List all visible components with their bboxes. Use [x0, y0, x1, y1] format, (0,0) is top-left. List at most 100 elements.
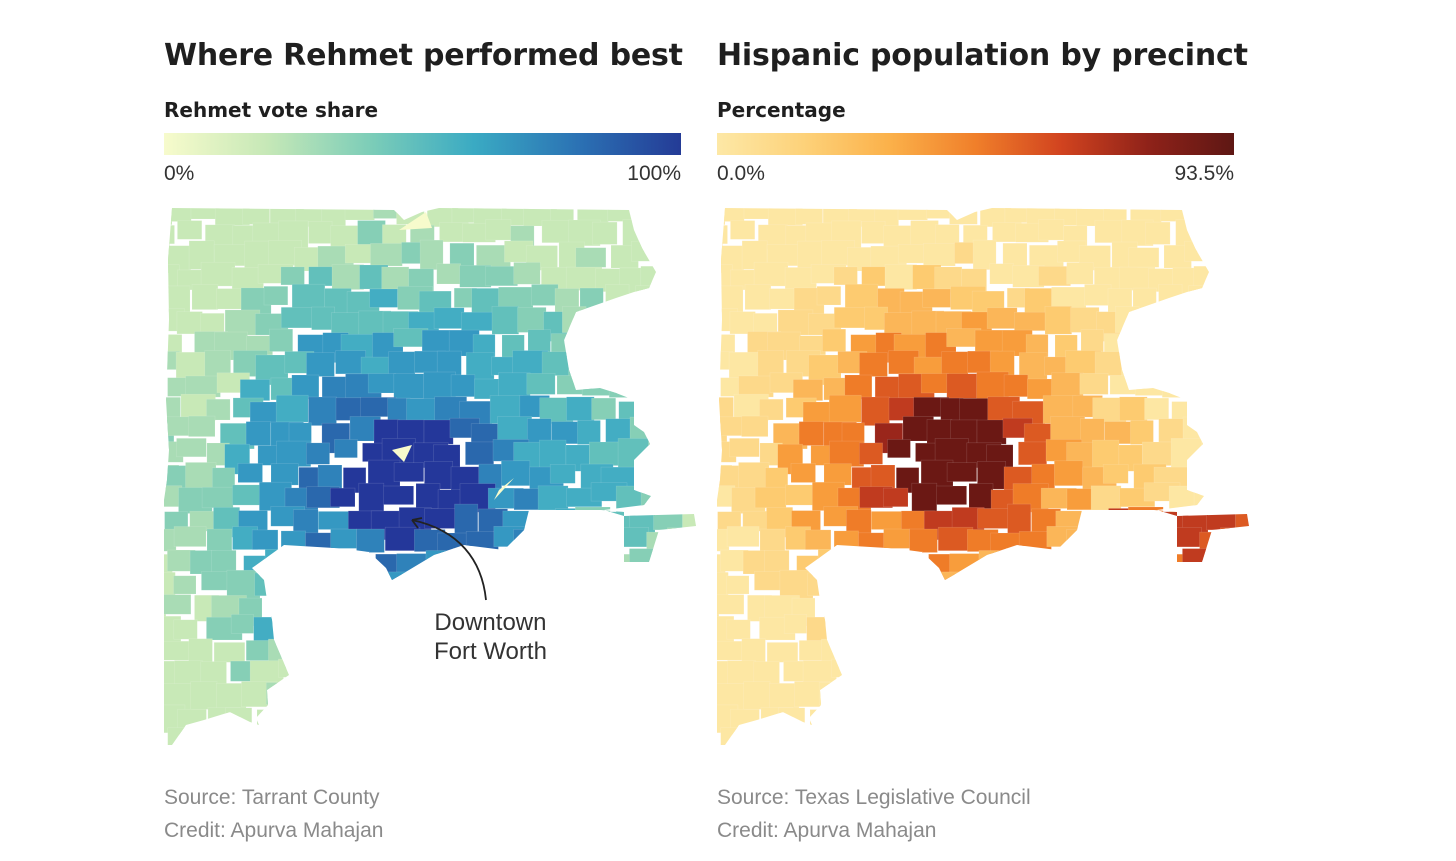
left-precinct — [513, 262, 541, 285]
left-precinct — [332, 746, 357, 765]
right-precinct — [1030, 637, 1063, 662]
left-legend-max-label: 100% — [627, 162, 681, 185]
right-precinct — [1038, 219, 1065, 241]
left-precinct — [188, 415, 216, 437]
left-precinct — [447, 680, 480, 711]
right-precinct — [730, 220, 756, 240]
left-precinct — [672, 702, 696, 726]
left-precinct — [173, 526, 207, 547]
right-precinct — [1221, 573, 1247, 601]
left-precinct — [682, 506, 696, 537]
left-precinct — [433, 307, 465, 329]
left-precinct — [622, 703, 660, 726]
right-precinct — [1273, 751, 1305, 773]
right-precinct — [1135, 331, 1162, 356]
right-precinct — [939, 703, 975, 735]
left-precinct — [192, 725, 218, 745]
right-precinct — [1038, 266, 1071, 287]
right-precinct — [1205, 598, 1233, 621]
right-precinct — [1206, 333, 1233, 353]
left-precinct — [396, 553, 427, 579]
right-precinct — [888, 660, 921, 684]
right-precinct — [1259, 244, 1290, 263]
right-precinct — [1275, 352, 1303, 372]
left-precinct — [134, 732, 162, 751]
right-precinct — [1068, 705, 1105, 734]
left-precinct — [381, 571, 409, 601]
right-precinct — [1012, 615, 1039, 644]
left-precinct — [214, 725, 242, 745]
left-precinct — [635, 285, 665, 310]
right-precinct — [1121, 570, 1148, 598]
right-precinct — [833, 307, 870, 329]
left-precinct — [370, 243, 403, 267]
right-precinct — [990, 748, 1016, 768]
right-precinct — [1002, 638, 1032, 662]
right-precinct — [1131, 637, 1168, 659]
right-precinct — [858, 532, 888, 561]
left-precinct — [608, 379, 643, 398]
right-precinct — [738, 462, 770, 489]
left-precinct — [394, 727, 423, 745]
right-precinct — [847, 595, 871, 618]
right-precinct — [941, 619, 966, 639]
left-precinct — [398, 685, 427, 714]
left-precinct — [302, 750, 329, 775]
left-precinct — [213, 642, 246, 663]
left-precinct — [569, 707, 593, 730]
left-precinct — [672, 749, 703, 775]
left-credit-note: Credit: Apurva Mahajan — [164, 819, 384, 842]
left-precinct — [592, 662, 627, 683]
left-precinct — [254, 572, 288, 597]
right-precinct — [928, 598, 964, 623]
right-precinct — [726, 526, 760, 547]
right-precinct — [717, 208, 745, 222]
left-precinct — [264, 548, 301, 576]
right-precinct — [1028, 598, 1056, 624]
right-precinct — [807, 572, 841, 597]
right-precinct — [1168, 353, 1203, 382]
right-legend-title: Percentage — [717, 98, 846, 122]
left-precinct — [407, 662, 433, 688]
left-precinct — [411, 570, 448, 598]
left-precinct — [671, 219, 696, 250]
left-precinct — [294, 595, 318, 618]
right-precinct — [1185, 680, 1218, 708]
left-precinct — [577, 420, 601, 445]
right-precinct — [911, 482, 938, 512]
right-precinct — [1213, 243, 1248, 269]
right-precinct — [960, 662, 986, 688]
right-precinct — [868, 686, 892, 710]
left-precinct — [270, 463, 299, 486]
left-precinct — [683, 418, 696, 446]
left-precinct — [356, 528, 385, 553]
left-precinct — [242, 208, 271, 225]
right-precinct — [727, 660, 756, 685]
left-precinct — [359, 661, 393, 685]
right-precinct — [1119, 396, 1148, 421]
left-precinct — [688, 466, 696, 493]
left-legend-gradient-bar — [164, 133, 681, 155]
right-precinct — [1234, 208, 1249, 220]
left-river-gap — [392, 445, 412, 462]
left-precinct — [164, 596, 167, 622]
annotation-line-fort-worth: Fort Worth — [434, 638, 547, 665]
right-precinct — [1199, 705, 1229, 735]
left-precinct — [280, 708, 313, 729]
left-precinct — [405, 707, 433, 732]
right-precinct — [1276, 226, 1301, 251]
left-precinct — [666, 265, 694, 291]
right-precinct — [1221, 616, 1248, 639]
left-precinct — [681, 208, 696, 220]
right-precinct — [1056, 641, 1088, 673]
right-precinct — [1264, 375, 1290, 398]
left-precinct — [164, 485, 183, 508]
right-precinct — [1044, 753, 1073, 773]
right-precinct — [833, 708, 866, 729]
right-precinct — [1090, 485, 1122, 511]
left-precinct — [176, 438, 207, 458]
left-precinct — [653, 415, 687, 445]
right-precinct — [1206, 415, 1240, 445]
left-precinct — [239, 379, 270, 401]
left-precinct — [308, 396, 337, 426]
